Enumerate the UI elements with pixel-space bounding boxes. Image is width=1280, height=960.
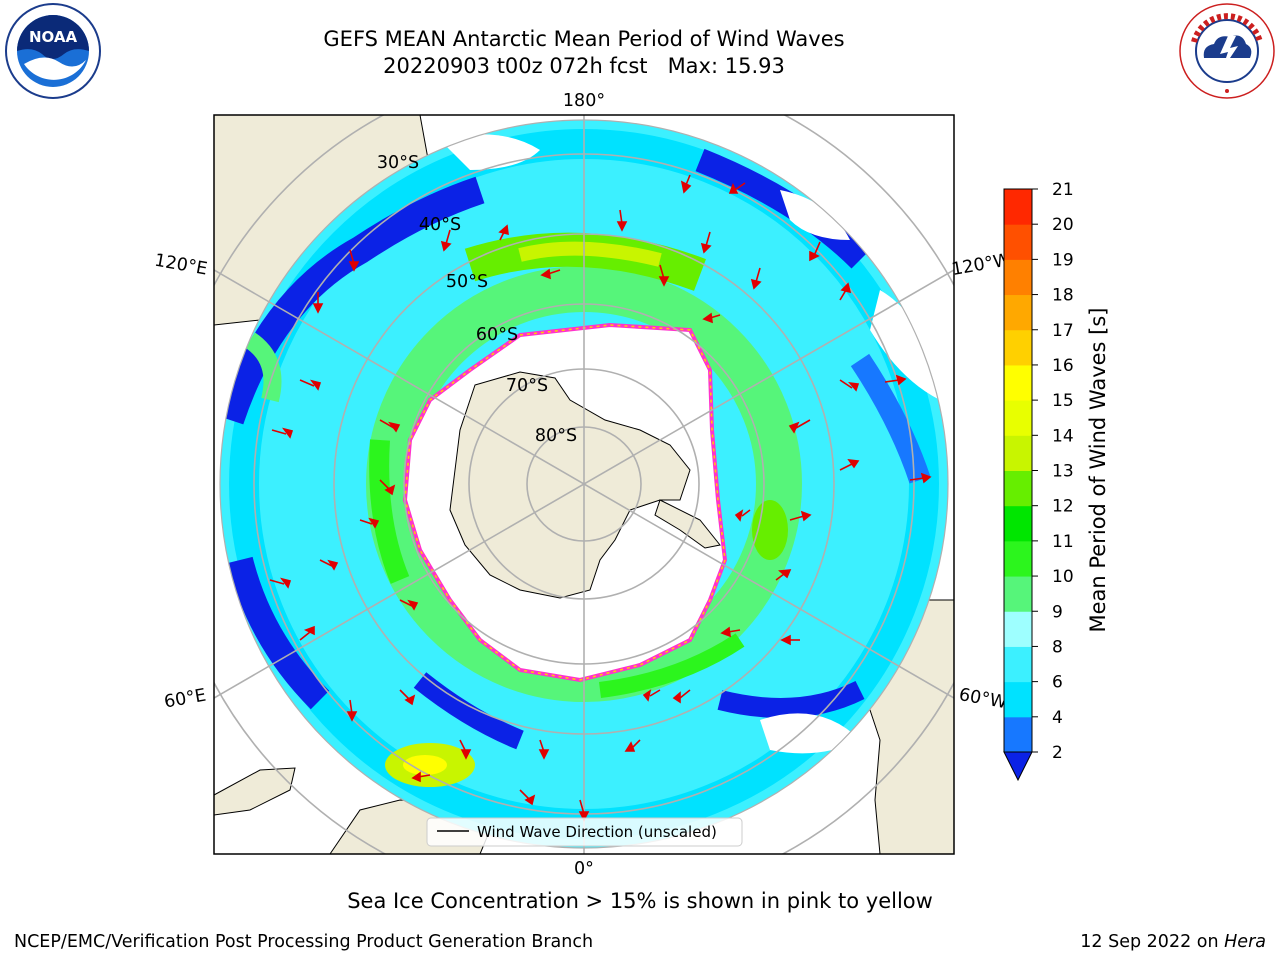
colorbar-tick-label: 17: [1052, 321, 1074, 341]
svg-text:NOAA: NOAA: [29, 28, 78, 46]
colorbar-tick-label: 8: [1052, 637, 1063, 657]
colorbar-segment: [1004, 505, 1032, 542]
noaa-logo-icon: NOAA: [5, 3, 101, 99]
colorbar-segment: [1004, 470, 1032, 507]
colorbar-segment: [1004, 400, 1032, 436]
lon-label-120w: 120°W: [950, 250, 1012, 280]
legend-label: Wind Wave Direction (unscaled): [477, 823, 717, 841]
colorbar-segment: [1004, 435, 1032, 471]
colorbar-tick-label: 16: [1052, 356, 1074, 376]
national-weather-service-logo-icon: [1179, 3, 1275, 99]
wind-wave-arrows: [269, 174, 932, 822]
colorbar-segment: [1004, 364, 1032, 401]
latitude-labels: 30°S 40°S 50°S 60°S 70°S 80°S: [377, 153, 577, 446]
colorbar-tick-label: 6: [1052, 673, 1063, 693]
lon-label-180: 180°: [563, 91, 605, 111]
madagascar-landmass: [214, 767, 296, 816]
lat-label-40s: 40°S: [419, 215, 461, 235]
colorbar-tick-label: 21: [1052, 180, 1074, 200]
colorbar-tick-label: 9: [1052, 602, 1063, 622]
colorbar-tick-label: 4: [1052, 708, 1063, 728]
colorbar-segment: [1004, 259, 1032, 296]
lat-label-70s: 70°S: [506, 376, 548, 396]
colorbar-tick-label: 20: [1052, 215, 1074, 235]
colorbar-tick-label: 19: [1052, 250, 1074, 270]
footer-date: 12 Sep 2022 on Hera: [1080, 932, 1266, 952]
colorbar-segment: [1004, 189, 1032, 225]
map-legend: Wind Wave Direction (unscaled): [426, 817, 743, 847]
lat-label-50s: 50°S: [446, 272, 488, 292]
map-frame: [213, 114, 955, 855]
chart-subtitle: 20220903 t00z 072h fcst Max: 15.93: [383, 54, 785, 78]
colorbar-tick-label: 15: [1052, 391, 1074, 411]
footer-credit: NCEP/EMC/Verification Post Processing Pr…: [14, 932, 594, 952]
lat-label-30s: 30°S: [377, 153, 419, 173]
colorbar-segment: [1004, 611, 1032, 647]
colorbar-segment: [1004, 681, 1032, 718]
lon-label-120e: 120°E: [153, 251, 209, 280]
colorbar-segment: [1004, 224, 1032, 260]
colorbar-tick-label: 2: [1052, 743, 1063, 763]
colorbar-segment: [1004, 576, 1032, 612]
colorbar-segment: [1004, 540, 1032, 577]
colorbar-extend-min: [1003, 751, 1033, 782]
lon-label-60e: 60°E: [163, 686, 208, 713]
colorbar-tick-label: 13: [1052, 462, 1074, 482]
colorbar-tick-label: 11: [1052, 532, 1074, 552]
chart-title: GEFS MEAN Antarctic Mean Period of Wind …: [323, 27, 845, 51]
antarctic-peninsula: [654, 499, 721, 549]
colorbar-segment: [1004, 294, 1032, 331]
colorbar-segment: [1004, 716, 1032, 753]
colorbar-tick-label: 10: [1052, 567, 1074, 587]
sea-ice-caption: Sea Ice Concentration > 15% is shown in …: [347, 889, 933, 913]
lon-label-0: 0°: [574, 859, 594, 879]
colorbar: 2 4 6 8 9 10 11 12 13 14 15 16 17 18 19 20 21: [1003, 180, 1074, 782]
colorbar-label: Mean Period of Wind Waves [s]: [1086, 308, 1110, 633]
lon-label-60w: 60°W: [957, 685, 1008, 713]
colorbar-tick-label: 14: [1052, 426, 1074, 446]
colorbar-tick-label: 12: [1052, 497, 1074, 517]
lat-label-60s: 60°S: [476, 325, 518, 345]
footer-date-text: 12 Sep 2022 on: [1080, 932, 1225, 952]
colorbar-tick-label: 18: [1052, 286, 1074, 306]
footer-host: Hera: [1224, 932, 1266, 952]
colorbar-segment: [1004, 329, 1032, 366]
lat-label-80s: 80°S: [535, 426, 577, 446]
colorbar-segment: [1004, 646, 1032, 683]
